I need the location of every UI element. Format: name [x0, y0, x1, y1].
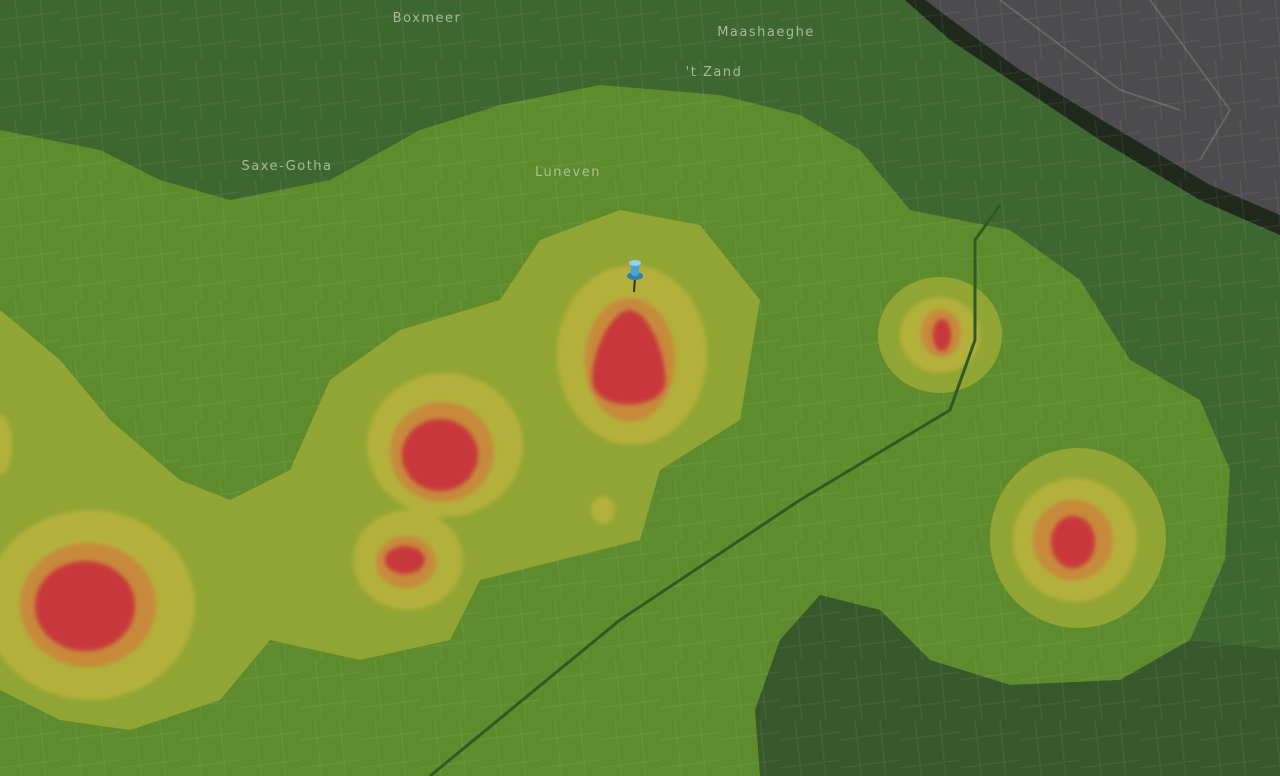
railway: [429, 204, 1002, 776]
place-label: Maashaeghe: [717, 25, 815, 40]
heat-zone-peak: [933, 319, 951, 351]
pin-needle: [633, 277, 636, 293]
place-label: 't Zand: [686, 65, 743, 80]
heat-zone-high: [591, 496, 615, 524]
place-label: Boxmeer: [393, 11, 462, 26]
map-pin[interactable]: [627, 260, 643, 293]
place-label: Luneven: [535, 165, 601, 180]
heat-zone-peak: [592, 310, 666, 405]
heat-zone-peak: [35, 561, 135, 651]
heat-zone-peak: [1051, 516, 1095, 568]
pin-head: [629, 260, 641, 266]
heat-zone-high: [0, 415, 12, 475]
heat-zone-peak: [35, 310, 1095, 651]
heat-zone-peak: [385, 546, 425, 574]
heat-zone-peak: [402, 419, 478, 491]
place-label: Saxe-Gotha: [241, 159, 332, 174]
